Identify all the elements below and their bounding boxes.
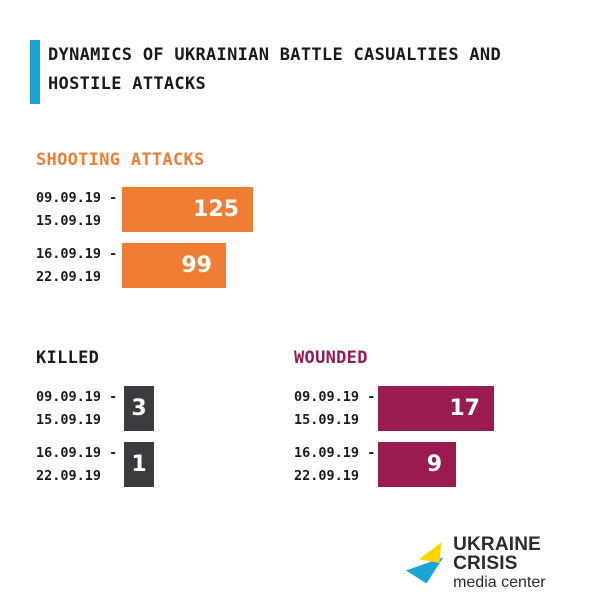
shooting-date-label-2: 16.09.19 - 22.09.19 bbox=[36, 246, 118, 285]
killed-bar-1: 3 bbox=[124, 386, 154, 431]
killed-date-label-1: 09.09.19 - 15.09.19 bbox=[36, 389, 118, 428]
ukraine-crisis-logo: UKRAINE CRISIS media center bbox=[406, 535, 600, 591]
wounded-date-label-2: 16.09.19 - 22.09.19 bbox=[294, 445, 376, 484]
wounded-bar-1: 17 bbox=[378, 386, 494, 431]
killed-title: Killed bbox=[36, 348, 100, 368]
wounded-title: Wounded bbox=[294, 348, 368, 368]
shooting-bar-2: 99 bbox=[122, 243, 226, 288]
shooting-date-label-1: 09.09.19 - 15.09.19 bbox=[36, 190, 118, 229]
shooting-bar-1: 125 bbox=[122, 187, 253, 232]
logo-subtitle: media center bbox=[453, 574, 546, 591]
logo-name: UKRAINE CRISIS bbox=[453, 534, 542, 574]
title-accent-bar bbox=[30, 40, 40, 104]
logo-mark-icon bbox=[406, 542, 444, 584]
shooting-attacks-title: Shooting attacks bbox=[36, 150, 205, 170]
killed-bar-2: 1 bbox=[124, 442, 154, 487]
wounded-bar-2: 9 bbox=[378, 442, 456, 487]
wounded-date-label-1: 09.09.19 - 15.09.19 bbox=[294, 389, 376, 428]
killed-date-label-2: 16.09.19 - 22.09.19 bbox=[36, 445, 118, 484]
page-title: Dynamics of Ukrainian battle casualties … bbox=[48, 45, 501, 94]
